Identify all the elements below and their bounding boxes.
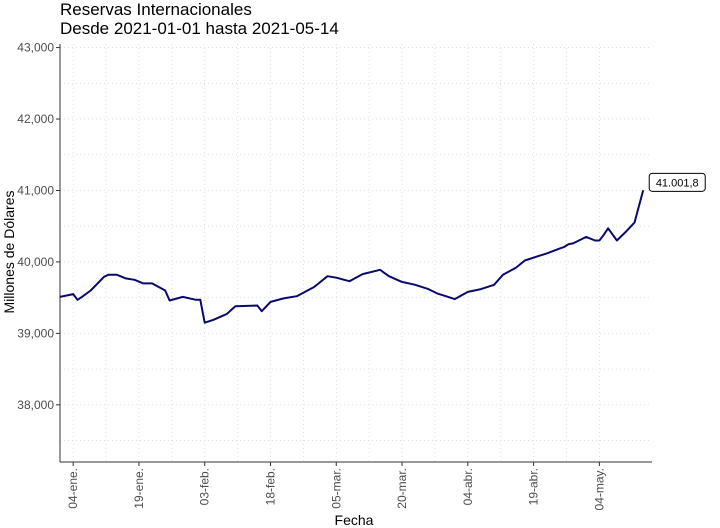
chart-title: Reservas Internacionales	[60, 0, 252, 19]
y-tick-label: 38,000	[17, 398, 54, 412]
end-value-box	[648, 172, 706, 192]
chart-subtitle: Desde 2021-01-01 hasta 2021-05-14	[60, 19, 339, 38]
x-tick-label: 18-feb.	[263, 468, 277, 505]
x-axis-title: Fecha	[335, 512, 374, 528]
y-tick-label: 40,000	[17, 255, 54, 269]
end-value-label: 41.001,8	[656, 177, 699, 189]
x-tick-label: 04-may.	[592, 468, 606, 510]
y-tick-label: 43,000	[17, 41, 54, 55]
y-tick-label: 39,000	[17, 326, 54, 340]
x-tick-label: 05-mar.	[329, 468, 343, 509]
y-axis-title: Millones de Dólares	[1, 191, 17, 314]
series-line	[59, 190, 645, 324]
x-tick-label: 20-mar.	[395, 468, 409, 509]
x-tick-label: 04-abr.	[461, 468, 475, 505]
series-layer: 41.001,8	[59, 172, 706, 324]
x-tick-label: 19-ene.	[132, 468, 146, 509]
y-tick-label: 41,000	[17, 183, 54, 197]
axes: 38,000 39,000 40,000 41,000 42,000 43,000 04-e…	[17, 41, 652, 510]
y-tick-label: 42,000	[17, 112, 54, 126]
x-tick-label: 04-ene.	[66, 468, 80, 509]
x-tick-label: 03-feb.	[198, 468, 212, 505]
x-tick-label: 19-abr.	[527, 468, 541, 505]
grid-lines	[60, 44, 652, 462]
